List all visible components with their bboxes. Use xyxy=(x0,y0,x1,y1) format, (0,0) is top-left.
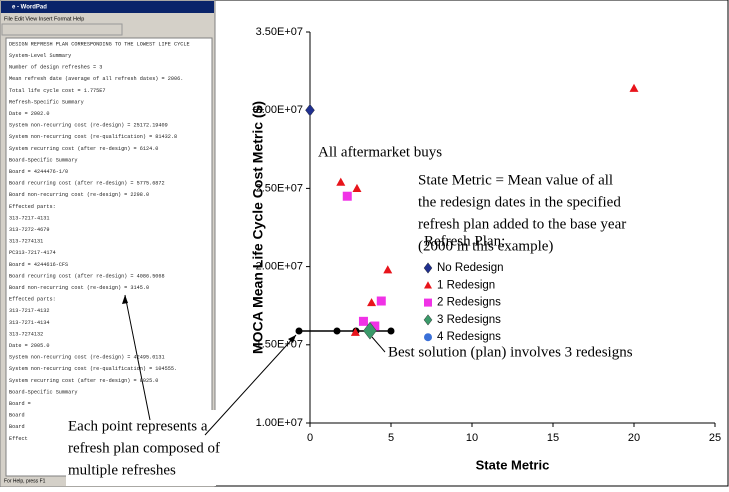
document-line: Board = xyxy=(9,401,31,407)
document-line: Board xyxy=(9,413,25,419)
document-line: Effected parts: xyxy=(9,297,56,303)
document-line: Board non-recurring cost (re-design) = 2… xyxy=(9,192,149,198)
range-dot xyxy=(334,328,341,335)
y-tick-label: 1.00E+07 xyxy=(256,417,303,429)
range-dot xyxy=(388,328,395,335)
legend-label: 4 Redesigns xyxy=(437,331,501,343)
document-line: 313-7217-4132 xyxy=(9,308,49,314)
menu-bar: File Edit View Insert Format Help xyxy=(4,16,84,22)
document-line: System non-recurring cost (re-qualificat… xyxy=(9,134,177,140)
document-line: PC313-7217-4174 xyxy=(9,250,56,256)
document-line: Board = 4244476-1/0 xyxy=(9,169,68,175)
document-line: System non-recurring cost (re-qualificat… xyxy=(9,366,177,372)
y-axis-title: MOCA Mean Life Cycle Cost Metric ($) xyxy=(250,101,266,354)
legend-label: No Redesign xyxy=(437,262,503,274)
point xyxy=(424,333,432,341)
toolbar xyxy=(2,24,122,35)
figure: e - WordPad File Edit View Insert Format… xyxy=(0,0,729,487)
document-line: Refresh-Specific Summary xyxy=(9,99,84,105)
document-line: Board recurring cost (after re-design) =… xyxy=(9,273,165,279)
annotation: refresh plan composed of xyxy=(68,440,220,456)
document-line: Board non-recurring cost (re-design) = 3… xyxy=(9,285,149,291)
document-line: System recurring cost (after re-design) … xyxy=(9,378,158,384)
document-line: Board xyxy=(9,424,25,430)
status-bar: For Help, press F1 xyxy=(4,478,46,484)
document-line: Board-Specific Summary xyxy=(9,157,78,163)
annotation: State Metric = Mean value of all xyxy=(418,172,613,188)
annotation: All aftermarket buys xyxy=(318,144,442,160)
document-line: Date = 2002.0 xyxy=(9,111,49,117)
document-line: Total life cycle cost = 1.775E7 xyxy=(9,88,106,94)
document-line: Number of design refreshes = 3 xyxy=(9,65,102,71)
document-line: Board recurring cost (after re-design) =… xyxy=(9,181,165,187)
document-line: System non-recurring cost (re-design) = … xyxy=(9,355,165,361)
document-line: 313-7271-4134 xyxy=(9,320,49,326)
x-axis-title: State Metric xyxy=(476,457,550,472)
document-line: 313-7272-4679 xyxy=(9,227,49,233)
x-tick-label: 0 xyxy=(307,432,313,444)
x-tick-label: 20 xyxy=(628,432,640,444)
annotation: (2000 in this example) xyxy=(418,238,553,254)
x-tick-label: 25 xyxy=(709,432,721,444)
point xyxy=(343,192,352,201)
x-tick-label: 5 xyxy=(388,432,394,444)
y-tick-label: 3.50E+07 xyxy=(256,26,303,38)
legend-label: 1 Redesign xyxy=(437,279,495,291)
document-line: Board = 4244616-CFS xyxy=(9,262,68,268)
document-line: System recurring cost (after re-design) … xyxy=(9,146,158,152)
document-line: 313-7217-4131 xyxy=(9,215,49,221)
document-line: 313-7274131 xyxy=(9,239,43,245)
x-tick-label: 15 xyxy=(547,432,559,444)
document-line: Effected parts: xyxy=(9,204,56,210)
annotation: Best solution (plan) involves 3 redesign… xyxy=(388,344,633,360)
point xyxy=(424,299,432,307)
window-title: e - WordPad xyxy=(12,5,47,11)
document-line: 313-7274132 xyxy=(9,331,43,337)
document-line: Board-Specific Summary xyxy=(9,389,78,395)
annotation: Each point represents a xyxy=(68,418,208,434)
document-line: Date = 2005.0 xyxy=(9,343,49,349)
annotation: refresh plan added to the base year xyxy=(418,216,626,232)
document-line: DESIGN REFRESH PLAN CORRESPONDING TO THE… xyxy=(9,41,190,47)
x-tick-label: 10 xyxy=(466,432,478,444)
annotation: multiple refreshes xyxy=(68,462,176,478)
annotation: the redesign dates in the specified xyxy=(418,194,621,210)
document-line: System non-recurring cost (re-design) = … xyxy=(9,123,168,129)
document-line: Mean refresh date (average of all refres… xyxy=(9,76,183,82)
point xyxy=(377,297,386,306)
legend-label: 3 Redesigns xyxy=(437,314,501,326)
range-dot xyxy=(296,328,303,335)
document-line: Effect xyxy=(9,436,28,442)
legend-label: 2 Redesigns xyxy=(437,297,501,309)
document-line: System-Level Summary xyxy=(9,53,71,59)
point xyxy=(359,317,368,326)
